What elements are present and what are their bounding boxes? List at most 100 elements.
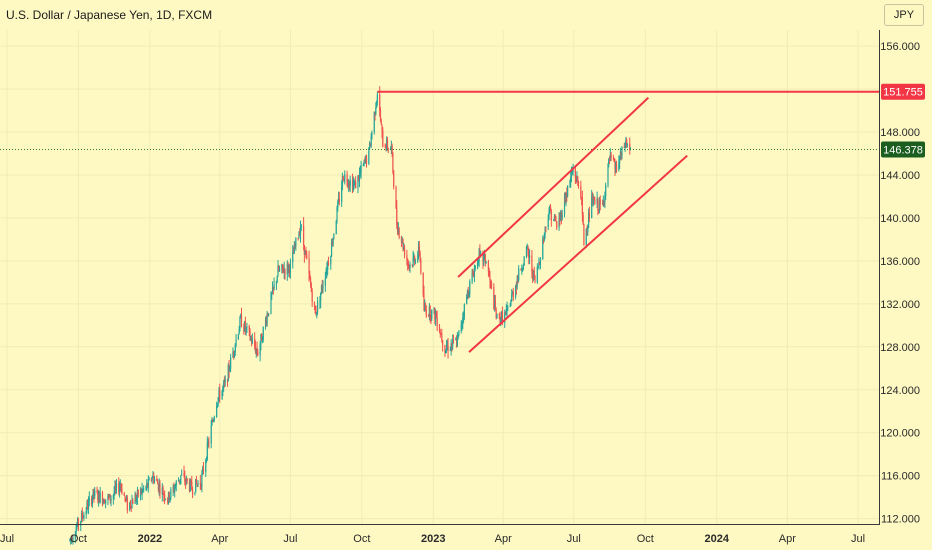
candle-body[interactable]: [282, 264, 284, 269]
candle-body[interactable]: [542, 239, 544, 259]
candle-body[interactable]: [199, 482, 201, 485]
candle-body[interactable]: [431, 309, 433, 319]
candle-body[interactable]: [429, 306, 431, 319]
candle-body[interactable]: [379, 110, 382, 122]
candle-body[interactable]: [99, 492, 101, 503]
candle-body[interactable]: [406, 254, 408, 260]
candle-body[interactable]: [153, 478, 156, 483]
candle-body[interactable]: [77, 518, 79, 527]
candle-body[interactable]: [125, 498, 128, 499]
candle-body[interactable]: [511, 294, 513, 300]
candle-body[interactable]: [191, 489, 194, 495]
candle-body[interactable]: [156, 478, 158, 481]
candle-body[interactable]: [240, 315, 243, 327]
candle-body[interactable]: [466, 296, 468, 305]
candle-body[interactable]: [115, 483, 118, 489]
candle-body[interactable]: [559, 218, 561, 220]
candle-body[interactable]: [195, 479, 197, 493]
candle-body[interactable]: [587, 227, 589, 232]
candle-body[interactable]: [445, 349, 447, 354]
candle-body[interactable]: [403, 247, 405, 249]
candle-body[interactable]: [232, 351, 234, 358]
candle-body[interactable]: [314, 306, 316, 314]
candle-body[interactable]: [112, 494, 114, 499]
candle-body[interactable]: [542, 239, 545, 241]
candle-body[interactable]: [549, 206, 551, 213]
candle-body[interactable]: [174, 485, 177, 488]
candle-body[interactable]: [349, 179, 351, 186]
candle-body[interactable]: [342, 176, 344, 181]
candle-body[interactable]: [261, 334, 263, 341]
candle-body[interactable]: [594, 199, 596, 204]
candle-body[interactable]: [137, 489, 139, 497]
candle-body[interactable]: [75, 528, 77, 536]
time-axis[interactable]: Jul Oct 2022 Apr Jul Oct 2023 Apr Jul Oct 2024 Apr J…: [0, 533, 865, 545]
candle-body[interactable]: [521, 269, 524, 271]
candle-body[interactable]: [614, 161, 616, 170]
candle-body[interactable]: [161, 487, 163, 494]
candle-body[interactable]: [553, 216, 556, 221]
candle-body[interactable]: [271, 287, 274, 294]
candle-body[interactable]: [496, 314, 498, 319]
candle-body[interactable]: [98, 491, 100, 501]
candle-body[interactable]: [602, 200, 604, 205]
candle-body[interactable]: [109, 494, 111, 501]
candle-body[interactable]: [466, 290, 469, 297]
candle-body[interactable]: [493, 287, 495, 309]
candle-body[interactable]: [576, 176, 578, 182]
candle-body[interactable]: [292, 251, 295, 254]
candle-body[interactable]: [257, 351, 259, 356]
candle-body[interactable]: [335, 221, 337, 235]
candle-body[interactable]: [125, 498, 127, 500]
candle-body[interactable]: [362, 164, 365, 166]
candle-body[interactable]: [143, 488, 145, 490]
candle-body[interactable]: [96, 490, 98, 493]
candle-body[interactable]: [152, 475, 154, 478]
candle-body[interactable]: [310, 285, 312, 292]
candle-body[interactable]: [261, 339, 264, 341]
candle-body[interactable]: [346, 174, 348, 183]
candle-body[interactable]: [316, 311, 318, 315]
candle-body[interactable]: [521, 269, 523, 271]
candle-body[interactable]: [216, 403, 219, 406]
candle-body[interactable]: [295, 238, 297, 247]
candle-body[interactable]: [72, 538, 74, 542]
candle-body[interactable]: [477, 261, 479, 263]
candle-body[interactable]: [428, 315, 430, 317]
candle-body[interactable]: [523, 256, 525, 266]
candle-body[interactable]: [441, 334, 443, 341]
candle-body[interactable]: [414, 256, 416, 263]
candle-body[interactable]: [308, 258, 310, 274]
candle-body[interactable]: [609, 154, 611, 160]
candle-body[interactable]: [136, 489, 139, 497]
candle-body[interactable]: [267, 314, 269, 316]
candle-body[interactable]: [473, 274, 475, 278]
candle-body[interactable]: [330, 242, 333, 257]
candle-body[interactable]: [490, 280, 492, 283]
candle-body[interactable]: [385, 147, 387, 150]
candle-body[interactable]: [435, 313, 437, 318]
candle-body[interactable]: [174, 487, 176, 492]
candle-body[interactable]: [365, 156, 368, 164]
candle-body[interactable]: [458, 330, 460, 335]
candle-body[interactable]: [615, 165, 617, 170]
candle-body[interactable]: [224, 379, 226, 383]
candle-body[interactable]: [430, 318, 432, 320]
candle-body[interactable]: [348, 183, 350, 186]
candle-body[interactable]: [183, 474, 185, 476]
candle-body[interactable]: [368, 148, 370, 164]
candle-body[interactable]: [87, 500, 90, 510]
candle-body[interactable]: [150, 479, 153, 481]
candle-body[interactable]: [586, 229, 588, 232]
candle-body[interactable]: [455, 339, 458, 347]
candle-body[interactable]: [560, 212, 563, 219]
candle-body[interactable]: [532, 271, 534, 279]
candle-body[interactable]: [70, 538, 72, 540]
candle-body[interactable]: [527, 246, 529, 253]
channel-upper-line[interactable]: [457, 96, 650, 278]
candle-body[interactable]: [396, 225, 399, 233]
candle-body[interactable]: [526, 246, 528, 248]
candle-body[interactable]: [439, 332, 441, 335]
candle-body[interactable]: [371, 132, 373, 137]
candle-body[interactable]: [250, 338, 253, 344]
